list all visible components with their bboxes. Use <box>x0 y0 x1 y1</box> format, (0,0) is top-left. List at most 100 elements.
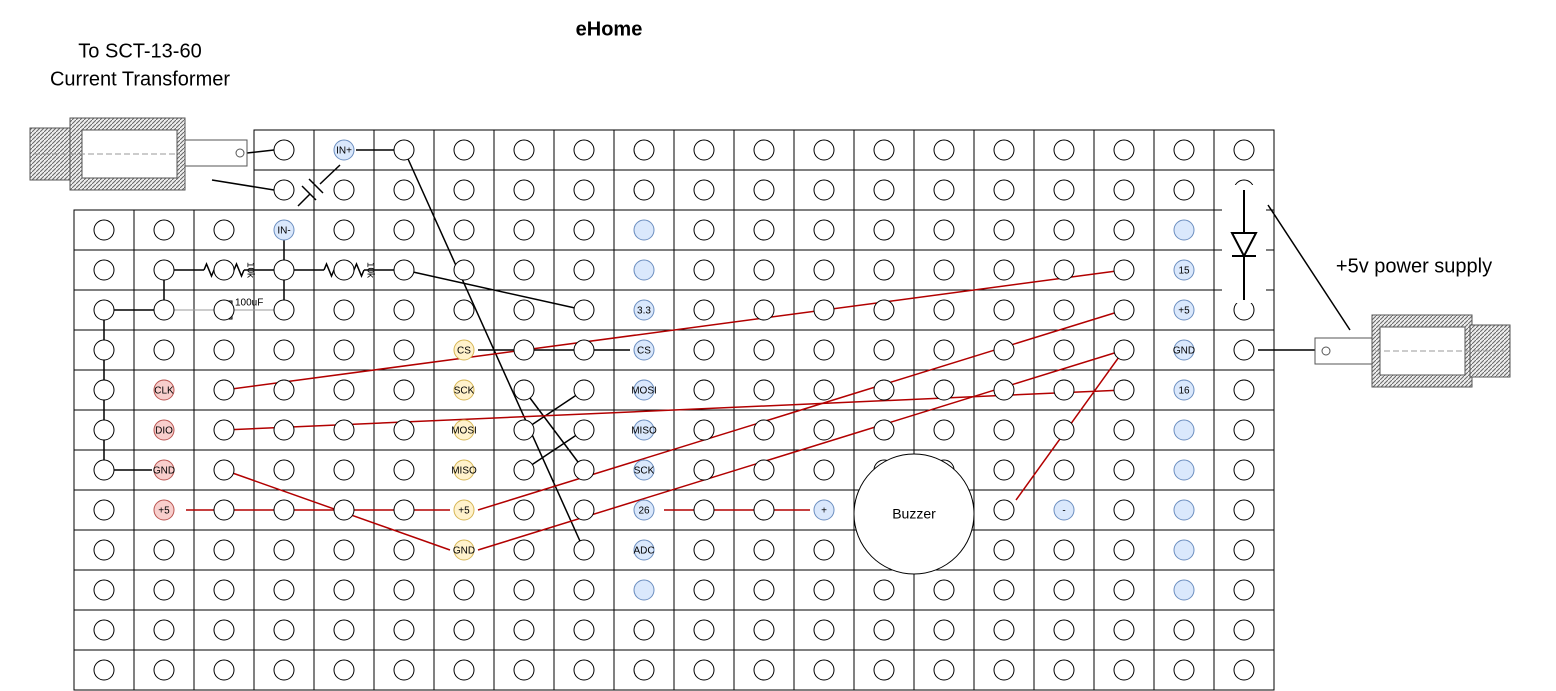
hole <box>873 139 895 161</box>
hole <box>513 339 535 361</box>
pin <box>1173 379 1195 401</box>
pin-label: MISO <box>451 466 477 477</box>
hole <box>1233 139 1255 161</box>
hole <box>93 499 115 521</box>
hole <box>93 299 115 321</box>
hole <box>693 619 715 641</box>
lead <box>319 164 341 185</box>
hole <box>813 219 835 241</box>
pin <box>633 459 655 481</box>
hole <box>873 339 895 361</box>
hole <box>213 499 235 521</box>
hole <box>153 259 175 281</box>
pin <box>633 499 655 521</box>
hole <box>453 179 475 201</box>
hole <box>813 659 835 681</box>
ct-label: Current Transformer <box>50 68 230 90</box>
hole <box>1173 659 1195 681</box>
hole <box>1113 139 1135 161</box>
pin <box>1173 339 1195 361</box>
pin-label: - <box>1062 506 1065 517</box>
pin <box>633 339 655 361</box>
hole <box>933 339 955 361</box>
pin <box>153 379 175 401</box>
wire <box>223 269 1125 391</box>
hole <box>573 139 595 161</box>
hole <box>1233 379 1255 401</box>
hole <box>753 139 775 161</box>
hole <box>933 139 955 161</box>
hole <box>153 659 175 681</box>
hole <box>273 499 295 521</box>
hole <box>393 179 415 201</box>
hole <box>753 259 775 281</box>
hole <box>993 499 1015 521</box>
buzzer-label: Buzzer <box>892 506 936 522</box>
hole <box>213 259 235 281</box>
hole <box>1173 139 1195 161</box>
hole <box>153 339 175 361</box>
lead <box>297 193 311 207</box>
hole <box>93 619 115 641</box>
hole <box>1113 339 1135 361</box>
hole <box>573 499 595 521</box>
hole <box>93 579 115 601</box>
hole <box>573 379 595 401</box>
hole <box>873 259 895 281</box>
hole <box>753 539 775 561</box>
hole <box>1113 539 1135 561</box>
hole <box>693 259 715 281</box>
hole <box>93 459 115 481</box>
hole <box>393 539 415 561</box>
hole <box>393 299 415 321</box>
wire <box>211 179 275 191</box>
hole <box>1053 539 1075 561</box>
hole <box>1173 579 1195 601</box>
hole <box>693 379 715 401</box>
hole <box>1173 459 1195 481</box>
pin-label: MISO <box>631 426 657 437</box>
diode <box>1230 232 1258 259</box>
ct-connector <box>29 117 248 191</box>
hole <box>513 419 535 441</box>
hole <box>333 579 355 601</box>
hole <box>393 419 415 441</box>
hole <box>993 139 1015 161</box>
hole <box>513 579 535 601</box>
hole <box>213 219 235 241</box>
hole <box>153 299 175 321</box>
pin-label: 16 <box>1178 386 1190 397</box>
title: eHome <box>576 18 643 40</box>
hole <box>873 579 895 601</box>
hole <box>93 539 115 561</box>
hole <box>333 379 355 401</box>
hole <box>993 619 1015 641</box>
hole <box>1053 259 1075 281</box>
hole <box>213 659 235 681</box>
pin <box>813 499 835 521</box>
hole <box>1113 259 1135 281</box>
hole <box>513 459 535 481</box>
pin-label: MOSI <box>631 386 657 397</box>
hole <box>453 299 475 321</box>
cap-plate <box>301 185 317 201</box>
hole <box>993 299 1015 321</box>
cell <box>1213 449 1275 491</box>
hole <box>513 219 535 241</box>
wire <box>523 389 585 431</box>
hole <box>1233 419 1255 441</box>
hole <box>693 659 715 681</box>
pin-label: CLK <box>154 386 174 397</box>
hole <box>393 659 415 681</box>
resistor-label: 10k <box>364 262 375 279</box>
hole <box>693 179 715 201</box>
hole <box>1173 419 1195 441</box>
pin <box>153 459 175 481</box>
hole <box>273 259 295 281</box>
hole <box>993 539 1015 561</box>
hole <box>693 579 715 601</box>
hole <box>873 219 895 241</box>
hole <box>753 659 775 681</box>
hole <box>693 219 715 241</box>
power-connector <box>1314 314 1511 388</box>
